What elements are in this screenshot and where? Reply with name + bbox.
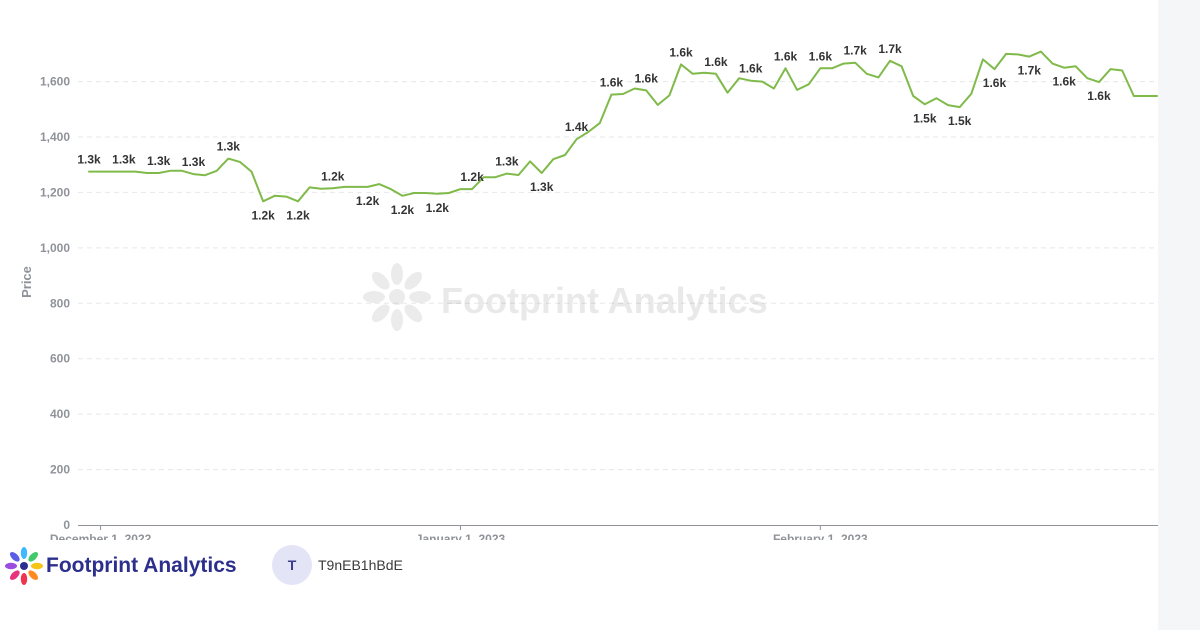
y-tick-label: 1,000 [40, 241, 70, 255]
data-label: 1.6k [739, 62, 763, 76]
series-line [88, 50, 1158, 203]
data-label: 1.6k [809, 49, 833, 63]
brand-name: Footprint Analytics [46, 554, 237, 577]
watermark-text: Footprint Analytics [441, 280, 768, 321]
watermark: Footprint Analytics [363, 263, 768, 331]
author-name: T9nEB1hBdE [318, 557, 403, 573]
data-label: 1.2k [321, 169, 345, 183]
x-tick-label: December 1, 2022 [50, 532, 152, 540]
x-tick-label: January 1, 2023 [416, 532, 506, 540]
data-label: 1.3k [182, 155, 206, 169]
data-label: 1.3k [495, 155, 519, 169]
data-label: 1.2k [426, 201, 450, 215]
data-label: 1.5k [948, 114, 972, 128]
data-label: 1.3k [217, 140, 241, 154]
author[interactable]: T T9nEB1hBdE [272, 545, 403, 585]
data-label: 1.6k [1052, 75, 1076, 89]
data-label: 1.7k [878, 42, 902, 56]
data-label: 1.3k [112, 153, 136, 167]
data-label: 1.2k [251, 208, 275, 222]
y-tick-label: 600 [50, 352, 70, 366]
footprint-flower-icon [363, 263, 431, 331]
data-label: 1.2k [286, 208, 310, 222]
data-label: 1.6k [635, 71, 659, 85]
grid-lines [78, 81, 1158, 471]
y-tick-label: 0 [63, 518, 70, 532]
y-tick-label: 400 [50, 407, 70, 421]
y-tick-label: 800 [50, 296, 70, 310]
footprint-flower-icon [5, 547, 43, 585]
data-labels: 1.3k 1.3k 1.3k 1.3k 1.3k 1.2k 1.2k 1.2k 1.2k 1.2k… [77, 42, 1111, 223]
avatar: T [272, 545, 312, 585]
axes: 0 200 400 600 800 1,000 1,200 1,400 1,600 Decembe… [40, 75, 1158, 540]
data-label: 1.6k [1087, 89, 1111, 103]
data-label: 1.7k [843, 44, 867, 58]
data-label: 1.3k [77, 153, 101, 167]
data-label: 1.5k [913, 111, 937, 125]
data-label: 1.3k [530, 180, 554, 194]
data-label: 1.3k [147, 154, 171, 168]
y-tick-label: 1,600 [40, 75, 70, 89]
y-tick-label: 1,400 [40, 130, 70, 144]
data-label: 1.6k [669, 45, 693, 59]
data-label: 1.4k [565, 120, 589, 134]
y-axis-label: Price [19, 266, 34, 298]
data-label: 1.2k [356, 194, 380, 208]
y-tick-label: 200 [50, 463, 70, 477]
data-label: 1.7k [1018, 64, 1042, 78]
data-label: 1.6k [774, 49, 798, 63]
data-label: 1.2k [460, 170, 484, 184]
data-label: 1.6k [600, 76, 624, 90]
right-panel-strip [1158, 0, 1200, 630]
data-label: 1.6k [704, 55, 728, 69]
y-tick-label: 1,200 [40, 185, 70, 199]
data-label: 1.2k [391, 203, 415, 217]
brand[interactable]: Footprint Analytics [0, 546, 237, 586]
data-label: 1.6k [983, 76, 1007, 90]
series-path [88, 50, 1158, 203]
x-tick-label: February 1, 2023 [773, 532, 868, 540]
footer: Footprint Analytics T T9nEB1hBdE [0, 540, 1158, 590]
price-line-chart: Footprint Analytics 0 200 400 600 800 1,000 1,… [19, 42, 1158, 540]
